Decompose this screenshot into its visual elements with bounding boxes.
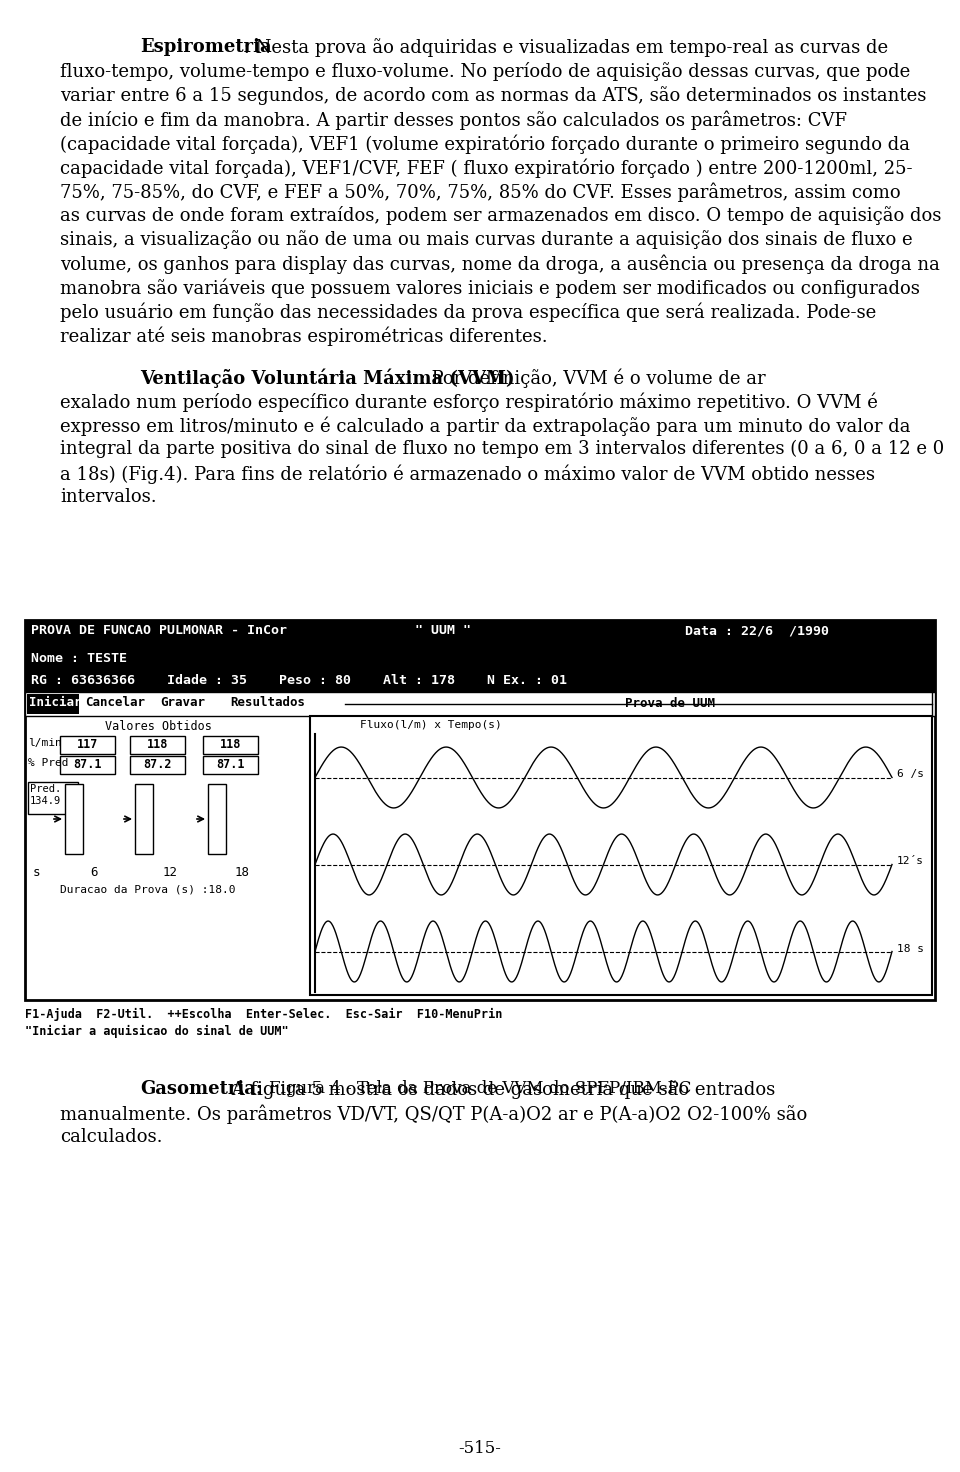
Text: Figura 4 - Tela da Prova de VVM do SPFP/IBM-PC: Figura 4 - Tela da Prova de VVM do SPFP/… [269,1080,691,1097]
Text: (capacidade vital forçada), VEF1 (volume expiratório forçado durante o primeiro : (capacidade vital forçada), VEF1 (volume… [60,134,910,153]
Text: 18 s: 18 s [897,944,924,954]
Text: F1-Ajuda  F2-Util.  ++Escolha  Enter-Selec.  Esc-Sair  F10-MenuPrin: F1-Ajuda F2-Util. ++Escolha Enter-Selec.… [25,1008,502,1022]
Text: Gravar: Gravar [160,696,205,710]
Text: pelo usuário em função das necessidades da prova específica que será realizada. : pelo usuário em função das necessidades … [60,302,876,321]
Bar [25,620,935,999]
Text: 134.9: 134.9 [30,796,61,807]
Text: : Nesta prova ão adquiridas e visualizadas em tempo-real as curvas de: : Nesta prova ão adquiridas e visualizad… [238,38,889,57]
Text: as curvas de onde foram extraídos, podem ser armazenados em disco. O tempo de aq: as curvas de onde foram extraídos, podem… [60,206,942,225]
Text: expresso em litros/minuto e é calculado a partir da extrapolação para um minuto : expresso em litros/minuto e é calculado … [60,417,910,436]
Bar [27,693,79,714]
Text: 118: 118 [220,737,241,751]
Text: s: s [33,866,40,879]
Text: 12´s: 12´s [897,857,924,867]
Text: integral da parte positiva do sinal de fluxo no tempo em 3 intervalos diferentes: integral da parte positiva do sinal de f… [60,440,945,458]
Text: 87.1: 87.1 [73,758,102,771]
Text: : Por definição, VVM é o volume de ar: : Por definição, VVM é o volume de ar [414,368,765,387]
Text: calculados.: calculados. [60,1128,162,1147]
Text: Prova de UUM: Prova de UUM [625,698,715,710]
Bar [60,757,115,774]
Bar [203,736,258,754]
Text: variar entre 6 a 15 segundos, de acordo com as normas da ATS, são determinados o: variar entre 6 a 15 segundos, de acordo … [60,85,926,105]
Text: 87.1: 87.1 [216,758,245,771]
Text: exalado num período específico durante esforço respiratório máximo repetitivo. O: exalado num período específico durante e… [60,392,877,412]
Text: Valores Obtidos: Valores Obtidos [105,720,212,733]
Text: 75%, 75-85%, do CVF, e FEF a 50%, 70%, 75%, 85% do CVF. Esses parâmetros, assim : 75%, 75-85%, do CVF, e FEF a 50%, 70%, 7… [60,183,900,202]
Text: "Iniciar a aquisicao do sinal de UUM": "Iniciar a aquisicao do sinal de UUM" [25,1025,289,1038]
Text: Nome : TESTE: Nome : TESTE [31,652,127,665]
Bar [135,785,153,854]
Text: capacidade vital forçada), VEF1/CVF, FEF ( fluxo expiratório forçado ) entre 200: capacidade vital forçada), VEF1/CVF, FEF… [60,158,913,178]
Text: RG : 63636366    Idade : 35    Peso : 80    Alt : 178    N Ex. : 01: RG : 63636366 Idade : 35 Peso : 80 Alt :… [31,674,567,687]
Bar [65,785,83,854]
Text: a 18s) (Fig.4). Para fins de relatório é armazenado o máximo valor de VVM obtido: a 18s) (Fig.4). Para fins de relatório é… [60,464,875,483]
Text: A figura 5 mostra os dados de gasometria que são entrados: A figura 5 mostra os dados de gasometria… [226,1080,775,1100]
Bar [203,757,258,774]
Text: manualmente. Os parâmetros VD/VT, QS/QT P(A-a)O2 ar e P(A-a)O2 O2-100% são: manualmente. Os parâmetros VD/VT, QS/QT … [60,1104,807,1123]
Text: 117: 117 [77,737,98,751]
Text: sinais, a visualização ou não de uma ou mais curvas durante a aquisição dos sina: sinais, a visualização ou não de uma ou … [60,230,913,249]
Bar [310,715,932,995]
Bar [25,620,935,648]
Text: manobra são variáveis que possuem valores iniciais e podem ser modificados ou co: manobra são variáveis que possuem valore… [60,278,920,297]
Text: 6 /s: 6 /s [897,770,924,780]
Text: Iniciar: Iniciar [29,696,82,710]
Text: Pred.: Pred. [30,785,61,793]
Bar [25,648,935,670]
Text: Data : 22/6  /1990: Data : 22/6 /1990 [685,624,829,637]
Text: 118: 118 [147,737,168,751]
Bar [25,670,935,692]
Text: Espirometria: Espirometria [140,38,272,56]
Text: l/min: l/min [28,737,61,748]
Text: Fluxo(l/m) x Tempo(s): Fluxo(l/m) x Tempo(s) [360,720,502,730]
Bar [208,785,226,854]
Text: intervalos.: intervalos. [60,489,156,506]
Text: realizar até seis manobras espirométricas diferentes.: realizar até seis manobras espirométrica… [60,325,547,346]
Text: Duracao da Prova (s) :18.0: Duracao da Prova (s) :18.0 [60,885,235,894]
Bar [28,782,78,814]
Text: Cancelar: Cancelar [85,696,145,710]
Text: Ventilação Voluntária Máxima (VVM): Ventilação Voluntária Máxima (VVM) [140,368,515,387]
Text: PROVA DE FUNCAO PULMONAR - InCor: PROVA DE FUNCAO PULMONAR - InCor [31,624,287,637]
Text: 18: 18 [235,866,250,879]
Text: Gasometria:: Gasometria: [140,1080,262,1098]
Bar [130,757,185,774]
Text: -515-: -515- [459,1440,501,1457]
Text: 87.2: 87.2 [143,758,172,771]
Bar [60,736,115,754]
Text: 12: 12 [163,866,178,879]
Text: fluxo-tempo, volume-tempo e fluxo-volume. No período de aquisição dessas curvas,: fluxo-tempo, volume-tempo e fluxo-volume… [60,62,910,81]
Bar [130,736,185,754]
Text: " UUM ": " UUM " [415,624,471,637]
Text: % Pred: % Pred [28,758,68,768]
Text: 6: 6 [90,866,98,879]
Text: Resultados: Resultados [230,696,305,710]
Text: de início e fim da manobra. A partir desses pontos são calculados os parâmetros:: de início e fim da manobra. A partir des… [60,110,847,130]
Bar [25,692,935,715]
Text: volume, os ganhos para display das curvas, nome da droga, a ausência ou presença: volume, os ganhos para display das curva… [60,255,940,274]
